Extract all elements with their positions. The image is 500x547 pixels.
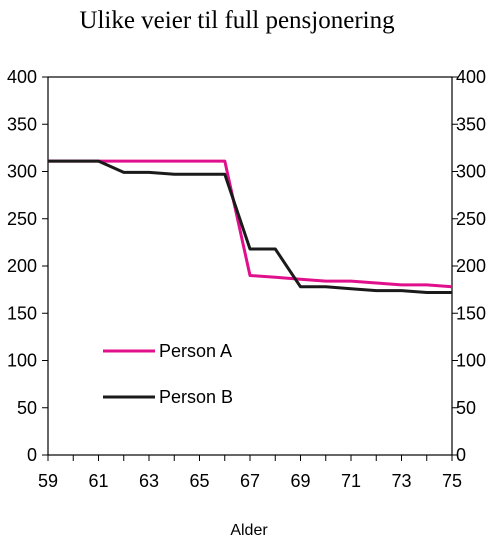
series-line-person-a bbox=[48, 159, 453, 289]
x-tick-label: 71 bbox=[341, 471, 361, 491]
y-tick-label-right: 50 bbox=[456, 398, 476, 418]
series-line-person-b bbox=[48, 159, 452, 294]
x-tick-label: 69 bbox=[290, 471, 310, 491]
y-tick-label-right: 0 bbox=[456, 445, 466, 465]
chart-title: Ulike veier til full pensjonering bbox=[79, 7, 395, 34]
y-tick-label-left: 250 bbox=[7, 209, 37, 229]
y-tick-label-right: 150 bbox=[456, 303, 486, 323]
y-tick-label-right: 100 bbox=[456, 351, 486, 371]
legend-label: Person A bbox=[159, 341, 232, 361]
y-tick-label-left: 300 bbox=[7, 162, 37, 182]
y-tick-label-right: 250 bbox=[456, 209, 486, 229]
x-tick-label: 75 bbox=[442, 471, 462, 491]
y-tick-label-left: 400 bbox=[7, 67, 37, 87]
x-tick-label: 73 bbox=[391, 471, 411, 491]
y-tick-label-right: 400 bbox=[456, 67, 486, 87]
x-tick-label: 59 bbox=[38, 471, 58, 491]
y-tick-label-left: 0 bbox=[27, 445, 37, 465]
y-tick-label-left: 200 bbox=[7, 256, 37, 276]
y-tick-label-right: 350 bbox=[456, 114, 486, 134]
y-tick-label-right: 200 bbox=[456, 256, 486, 276]
x-tick-label: 67 bbox=[240, 471, 260, 491]
y-tick-label-right: 300 bbox=[456, 162, 486, 182]
legend-label: Person B bbox=[159, 387, 233, 407]
x-tick-label: 63 bbox=[139, 471, 159, 491]
x-tick-label: 61 bbox=[88, 471, 108, 491]
y-tick-label-left: 100 bbox=[7, 351, 37, 371]
y-tick-label-left: 150 bbox=[7, 303, 37, 323]
y-tick-label-left: 50 bbox=[17, 398, 37, 418]
y-tick-label-left: 350 bbox=[7, 114, 37, 134]
x-tick-label: 65 bbox=[189, 471, 209, 491]
x-axis-label: Alder bbox=[230, 522, 268, 539]
